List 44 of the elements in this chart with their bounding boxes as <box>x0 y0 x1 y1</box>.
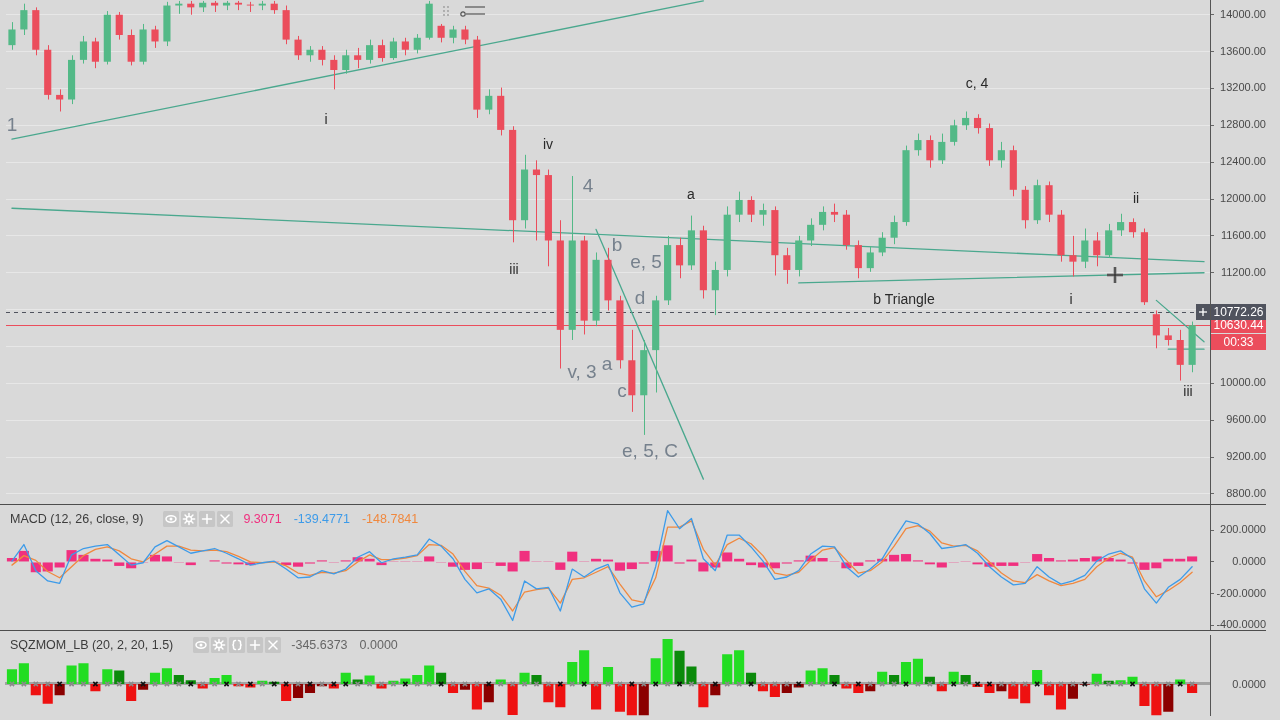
annotation: i <box>324 110 328 127</box>
y-tick-label: 9600.00 <box>1226 413 1266 426</box>
annotation: a <box>601 353 613 375</box>
y-tick-label: 0.0000 <box>1232 554 1266 567</box>
chart-title: SQZMOM_LB (20, 2, 20, 1.5) <box>10 638 174 652</box>
y-tick-label: 200.0000 <box>1220 523 1266 536</box>
text: 00:33 <box>1223 334 1254 349</box>
annotation: b <box>611 234 623 256</box>
annotation: d <box>634 287 646 309</box>
y-tick-label: 13200.00 <box>1220 81 1266 94</box>
annotation: -148.7841 <box>361 512 419 526</box>
annotation: -345.6373 <box>291 638 348 652</box>
annotation: iv <box>542 135 554 152</box>
annotation: iii <box>1183 382 1193 399</box>
ref-line-label: 10630.44 <box>1213 317 1264 332</box>
annotation: ii <box>1132 189 1140 206</box>
annotation: c <box>617 380 627 402</box>
y-tick-label: 14000.00 <box>1220 7 1266 20</box>
annotation: 4 <box>582 175 594 197</box>
annotation: iii <box>509 260 519 277</box>
annotation: c, 4 <box>965 74 989 91</box>
ref-line-label: 10772.26 <box>1213 304 1264 319</box>
annotation: 1 <box>6 114 18 136</box>
annotation: -139.4771 <box>293 512 350 526</box>
annotation: e, 5, C <box>622 440 678 462</box>
y-tick-label: -200.0000 <box>1216 586 1266 599</box>
annotation: b Triangle <box>873 290 935 307</box>
y-tick-label: 13600.00 <box>1220 44 1266 57</box>
annotation: e, 5 <box>630 251 662 273</box>
y-tick-label: 8800.00 <box>1226 486 1266 499</box>
text: MACD (12, 26, close, 9) <box>10 512 144 526</box>
annotation: i <box>1069 290 1073 307</box>
y-tick-label: 9200.00 <box>1226 450 1266 463</box>
y-tick-label: 11200.00 <box>1220 265 1266 278</box>
y-tick-label: 12000.00 <box>1220 192 1266 205</box>
annotation: v, 3 <box>567 361 597 383</box>
annotation: a <box>687 185 696 202</box>
y-tick-label: 12400.00 <box>1220 155 1266 168</box>
annotation: 0.0000 <box>359 638 398 652</box>
y-tick-label: 12800.00 <box>1220 118 1266 131</box>
y-tick-label: -400.0000 <box>1216 618 1266 631</box>
y-tick-label: 11600.00 <box>1220 228 1266 241</box>
annotation: 9.3071 <box>243 512 282 526</box>
y-tick-label: 10000.00 <box>1220 376 1266 389</box>
